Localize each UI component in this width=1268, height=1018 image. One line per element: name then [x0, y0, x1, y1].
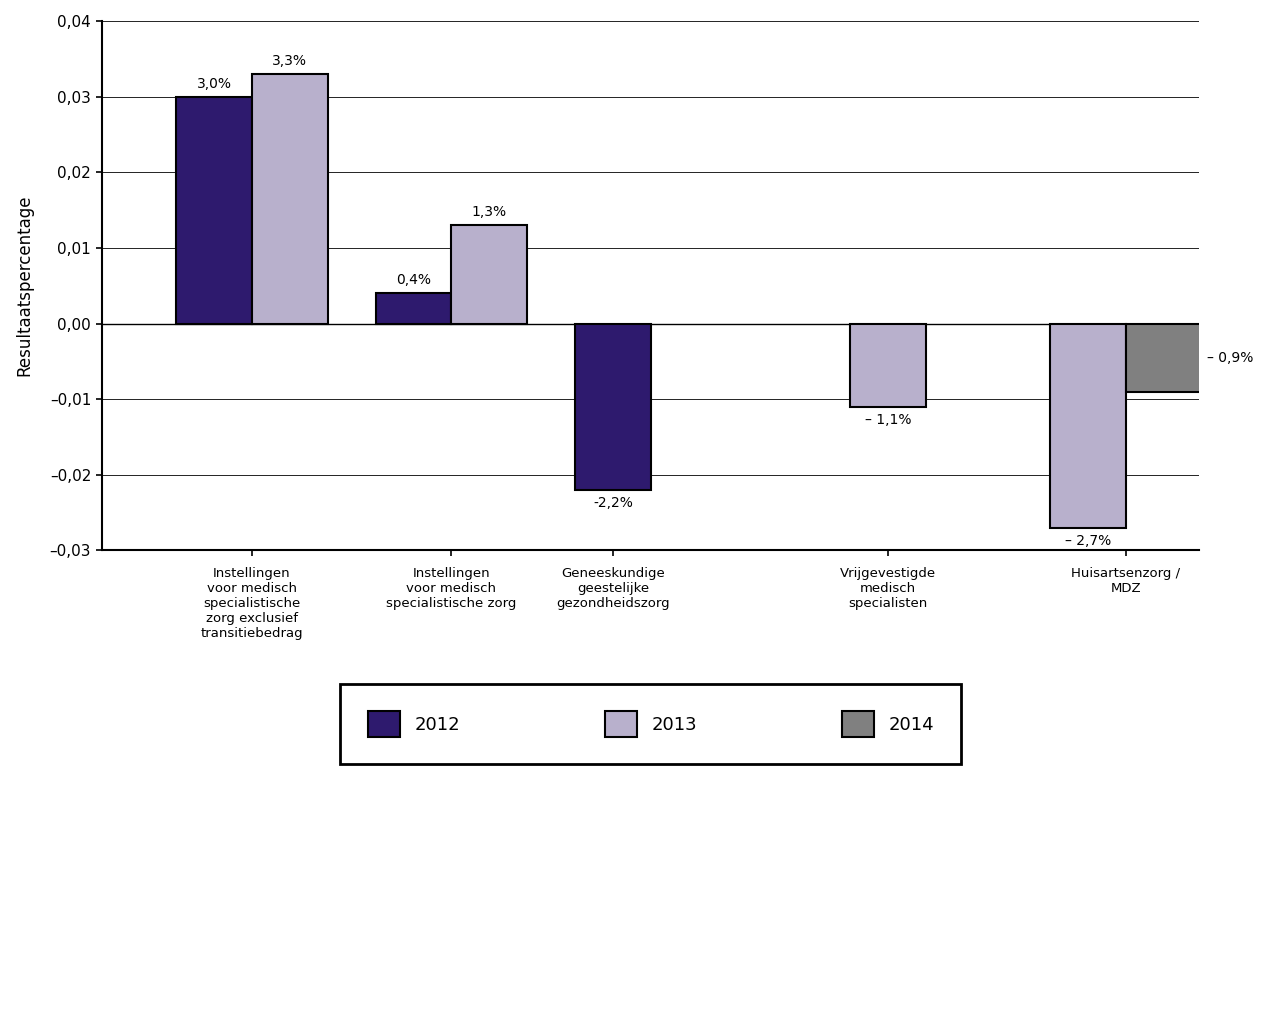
Bar: [176, 97, 252, 324]
Bar: [1050, 324, 1126, 527]
Text: – 2,7%: – 2,7%: [1065, 533, 1111, 548]
Bar: [1126, 324, 1202, 392]
Y-axis label: Resultaatspercentage: Resultaatspercentage: [15, 195, 33, 377]
Text: 0,4%: 0,4%: [396, 273, 431, 287]
Bar: [375, 293, 451, 324]
Text: 3,0%: 3,0%: [197, 76, 232, 91]
Text: 3,3%: 3,3%: [273, 54, 307, 68]
Bar: [576, 324, 650, 490]
Text: 1,3%: 1,3%: [472, 206, 507, 219]
Legend: 2012, 2013, 2014: 2012, 2013, 2014: [341, 684, 961, 764]
Bar: [451, 225, 527, 324]
Text: – 0,9%: – 0,9%: [1207, 350, 1254, 364]
Text: – 1,1%: – 1,1%: [865, 413, 912, 427]
Text: -2,2%: -2,2%: [593, 496, 633, 510]
Bar: [252, 74, 327, 324]
Bar: [851, 324, 926, 407]
